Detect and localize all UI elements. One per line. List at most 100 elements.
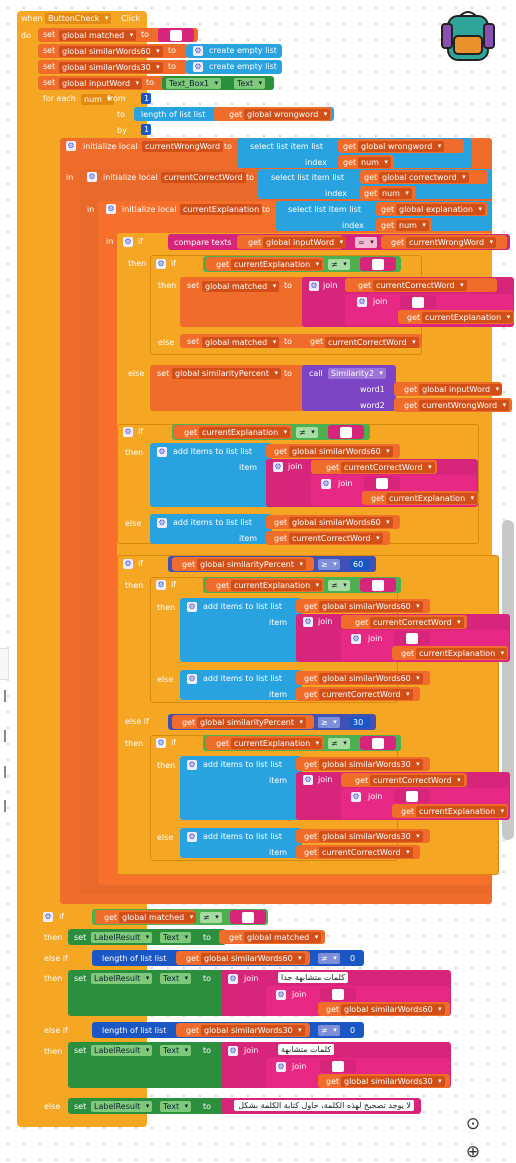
- var-dropdown[interactable]: global similarityPercent: [197, 717, 306, 728]
- recenter-icon[interactable]: ⊙: [465, 1114, 481, 1134]
- loop-var-dropdown[interactable]: num: [81, 94, 114, 105]
- add-items-block[interactable]: [180, 598, 302, 662]
- gear-icon[interactable]: ⚙: [187, 760, 197, 770]
- number-literal[interactable]: 60: [350, 559, 370, 570]
- add-items-block[interactable]: [180, 670, 302, 700]
- property-dropdown[interactable]: Text: [160, 973, 192, 984]
- arabic-text-literal[interactable]: كلمات متشابهة جدا: [278, 972, 348, 983]
- gear-icon[interactable]: ⚙: [156, 580, 166, 590]
- var-dropdown[interactable]: currentCorrectWord: [325, 337, 419, 348]
- var-dropdown[interactable]: currentExplanation: [416, 648, 508, 659]
- component-dropdown[interactable]: ButtonCheck: [45, 13, 112, 24]
- gear-icon[interactable]: ⚙: [321, 479, 331, 489]
- var-dropdown[interactable]: currentExplanation: [416, 806, 508, 817]
- var-dropdown[interactable]: num: [396, 220, 429, 231]
- var-dropdown[interactable]: global similarWords60: [341, 1004, 445, 1015]
- local-name-field[interactable]: currentCorrectWord: [161, 172, 246, 183]
- var-dropdown[interactable]: currentCorrectWord: [370, 775, 464, 786]
- var-dropdown[interactable]: currentExplanation: [231, 259, 323, 270]
- var-dropdown[interactable]: global inputWord: [59, 78, 143, 89]
- var-dropdown[interactable]: global similarWords60: [289, 446, 393, 457]
- var-dropdown[interactable]: currentExplanation: [422, 312, 514, 323]
- var-dropdown[interactable]: global similarWords60: [319, 601, 423, 612]
- number-literal[interactable]: 0: [347, 1025, 359, 1036]
- gear-icon[interactable]: ⚙: [309, 281, 319, 291]
- gear-icon[interactable]: ⚙: [66, 141, 76, 151]
- create-empty-list-block[interactable]: [186, 60, 282, 74]
- var-dropdown[interactable]: global inputWord: [419, 384, 503, 395]
- var-dropdown[interactable]: global similarityPercent: [172, 368, 281, 379]
- local-name-field[interactable]: currentWrongWord: [142, 141, 224, 152]
- gear-icon[interactable]: ⚙: [156, 259, 166, 269]
- var-dropdown[interactable]: global wrongword: [358, 141, 445, 152]
- var-dropdown[interactable]: currentCorrectWord: [341, 462, 435, 473]
- var-dropdown[interactable]: currentCorrectWord: [319, 847, 413, 858]
- operator-dropdown[interactable]: ≥: [318, 717, 340, 728]
- property-dropdown[interactable]: Text: [160, 1045, 192, 1056]
- text-literal[interactable]: [170, 30, 182, 41]
- text-literal[interactable]: [372, 259, 384, 270]
- gear-icon[interactable]: ⚙: [193, 62, 203, 72]
- component-dropdown[interactable]: Text_Box1: [166, 78, 222, 89]
- text-literal[interactable]: [376, 478, 388, 489]
- var-dropdown[interactable]: num: [379, 188, 412, 199]
- add-items-block[interactable]: [150, 443, 272, 507]
- var-dropdown[interactable]: global similarWords30: [341, 1076, 445, 1087]
- zoom-in-icon[interactable]: ⊕: [465, 1142, 481, 1162]
- var-dropdown[interactable]: global similarWords30: [59, 62, 163, 73]
- number-literal[interactable]: 1: [141, 93, 151, 104]
- component-dropdown[interactable]: LabelResult: [91, 1101, 153, 1112]
- property-dropdown[interactable]: Text: [160, 1101, 192, 1112]
- var-dropdown[interactable]: global similarWords30: [319, 759, 423, 770]
- var-dropdown[interactable]: global similarWords60: [319, 673, 423, 684]
- gear-icon[interactable]: ⚙: [193, 46, 203, 56]
- var-dropdown[interactable]: currentExplanation: [386, 493, 478, 504]
- var-dropdown[interactable]: global wrongword: [244, 109, 331, 120]
- var-dropdown[interactable]: currentExplanation: [231, 738, 323, 749]
- text-literal[interactable]: [406, 791, 418, 802]
- var-dropdown[interactable]: global similarWords30: [319, 831, 423, 842]
- gear-icon[interactable]: ⚙: [273, 462, 283, 472]
- vertical-scrollbar[interactable]: [502, 520, 514, 840]
- operator-dropdown[interactable]: ≠: [328, 580, 350, 591]
- gear-icon[interactable]: ⚙: [87, 172, 97, 182]
- var-dropdown[interactable]: currentCorrectWord: [289, 533, 383, 544]
- var-dropdown[interactable]: currentExplanation: [231, 580, 323, 591]
- text-literal[interactable]: [406, 633, 418, 644]
- gear-icon[interactable]: ⚙: [106, 204, 116, 214]
- gear-icon[interactable]: ⚙: [228, 1046, 238, 1056]
- operator-dropdown[interactable]: ≠: [328, 738, 350, 749]
- var-dropdown[interactable]: currentWrongWord: [419, 400, 510, 411]
- gear-icon[interactable]: ⚙: [157, 518, 167, 528]
- text-literal[interactable]: [332, 1061, 344, 1072]
- backpack-icon[interactable]: [436, 8, 500, 64]
- var-dropdown[interactable]: global similarWords30: [201, 1025, 305, 1036]
- var-dropdown[interactable]: global matched: [202, 281, 280, 292]
- var-dropdown[interactable]: global matched: [244, 932, 322, 943]
- gear-icon[interactable]: ⚙: [187, 832, 197, 842]
- add-items-block[interactable]: [180, 756, 302, 820]
- gear-icon[interactable]: ⚙: [43, 912, 53, 922]
- create-empty-list-block[interactable]: [186, 44, 282, 58]
- component-dropdown[interactable]: LabelResult: [91, 1045, 153, 1056]
- gear-icon[interactable]: ⚙: [187, 602, 197, 612]
- var-dropdown[interactable]: global similarWords60: [59, 46, 163, 57]
- add-items-block[interactable]: [180, 828, 302, 858]
- add-items-block[interactable]: [150, 514, 272, 544]
- gear-icon[interactable]: ⚙: [228, 974, 238, 984]
- operator-dropdown[interactable]: =: [355, 237, 377, 248]
- operator-dropdown[interactable]: ≥: [318, 559, 340, 570]
- text-literal[interactable]: [372, 580, 384, 591]
- operator-dropdown[interactable]: ≠: [318, 953, 340, 964]
- var-dropdown[interactable]: global matched: [119, 912, 197, 923]
- gear-icon[interactable]: ⚙: [276, 1062, 286, 1072]
- var-dropdown[interactable]: global similarityPercent: [197, 559, 306, 570]
- var-dropdown[interactable]: global explanation: [396, 204, 485, 215]
- text-literal[interactable]: [332, 989, 344, 1000]
- arabic-text-literal[interactable]: كلمات متشابهة: [278, 1044, 335, 1055]
- var-dropdown[interactable]: currentCorrectWord: [319, 689, 413, 700]
- var-dropdown[interactable]: global matched: [202, 337, 280, 348]
- var-dropdown[interactable]: global similarWords60: [201, 953, 305, 964]
- property-dropdown[interactable]: Text: [160, 932, 192, 943]
- text-literal[interactable]: [242, 912, 254, 923]
